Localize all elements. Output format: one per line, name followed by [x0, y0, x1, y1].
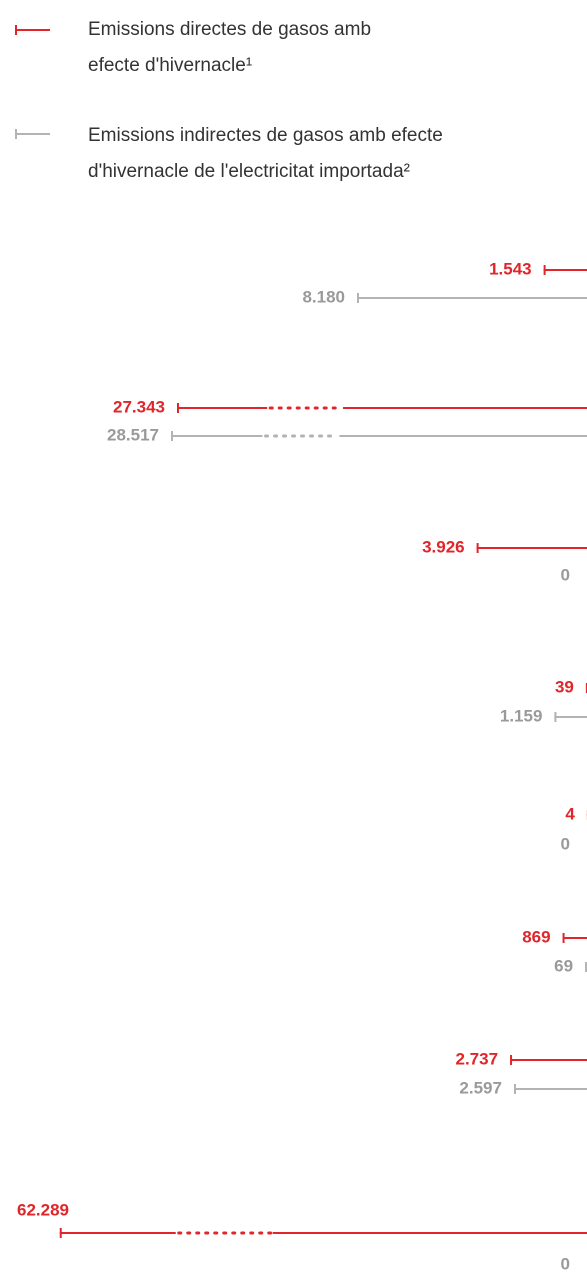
- bar: [543, 265, 587, 275]
- legend-marker: [15, 129, 50, 139]
- bar: [476, 543, 587, 553]
- legend-label: Emissions directes de gasos amb efecte d…: [88, 19, 372, 76]
- bar: [554, 712, 587, 722]
- bar: [171, 431, 587, 441]
- bar: [59, 1228, 587, 1238]
- legend-label: Emissions indirectes de gasos amb efecte…: [88, 125, 443, 182]
- value-label: 0: [561, 565, 570, 584]
- bar: [562, 933, 587, 943]
- value-label: 28.517: [107, 425, 159, 444]
- value-label: 39: [555, 677, 574, 696]
- value-label: 69: [554, 956, 573, 975]
- value-label: 3.926: [422, 537, 465, 556]
- bar: [513, 1084, 587, 1094]
- value-label: 62.289: [17, 1200, 69, 1219]
- value-label: 869: [522, 927, 550, 946]
- bar: [510, 1055, 587, 1065]
- value-label: 27.343: [113, 397, 165, 416]
- bar: [357, 293, 587, 303]
- value-label: 4: [565, 804, 575, 823]
- legend-marker: [15, 25, 50, 35]
- value-label: 2.737: [455, 1049, 498, 1068]
- value-label: 0: [561, 834, 570, 853]
- value-label: 2.597: [459, 1078, 502, 1097]
- bar: [177, 403, 587, 413]
- value-label: 1.543: [489, 259, 532, 278]
- value-label: 1.159: [500, 706, 543, 725]
- value-label: 8.180: [302, 287, 345, 306]
- value-label: 0: [561, 1254, 570, 1273]
